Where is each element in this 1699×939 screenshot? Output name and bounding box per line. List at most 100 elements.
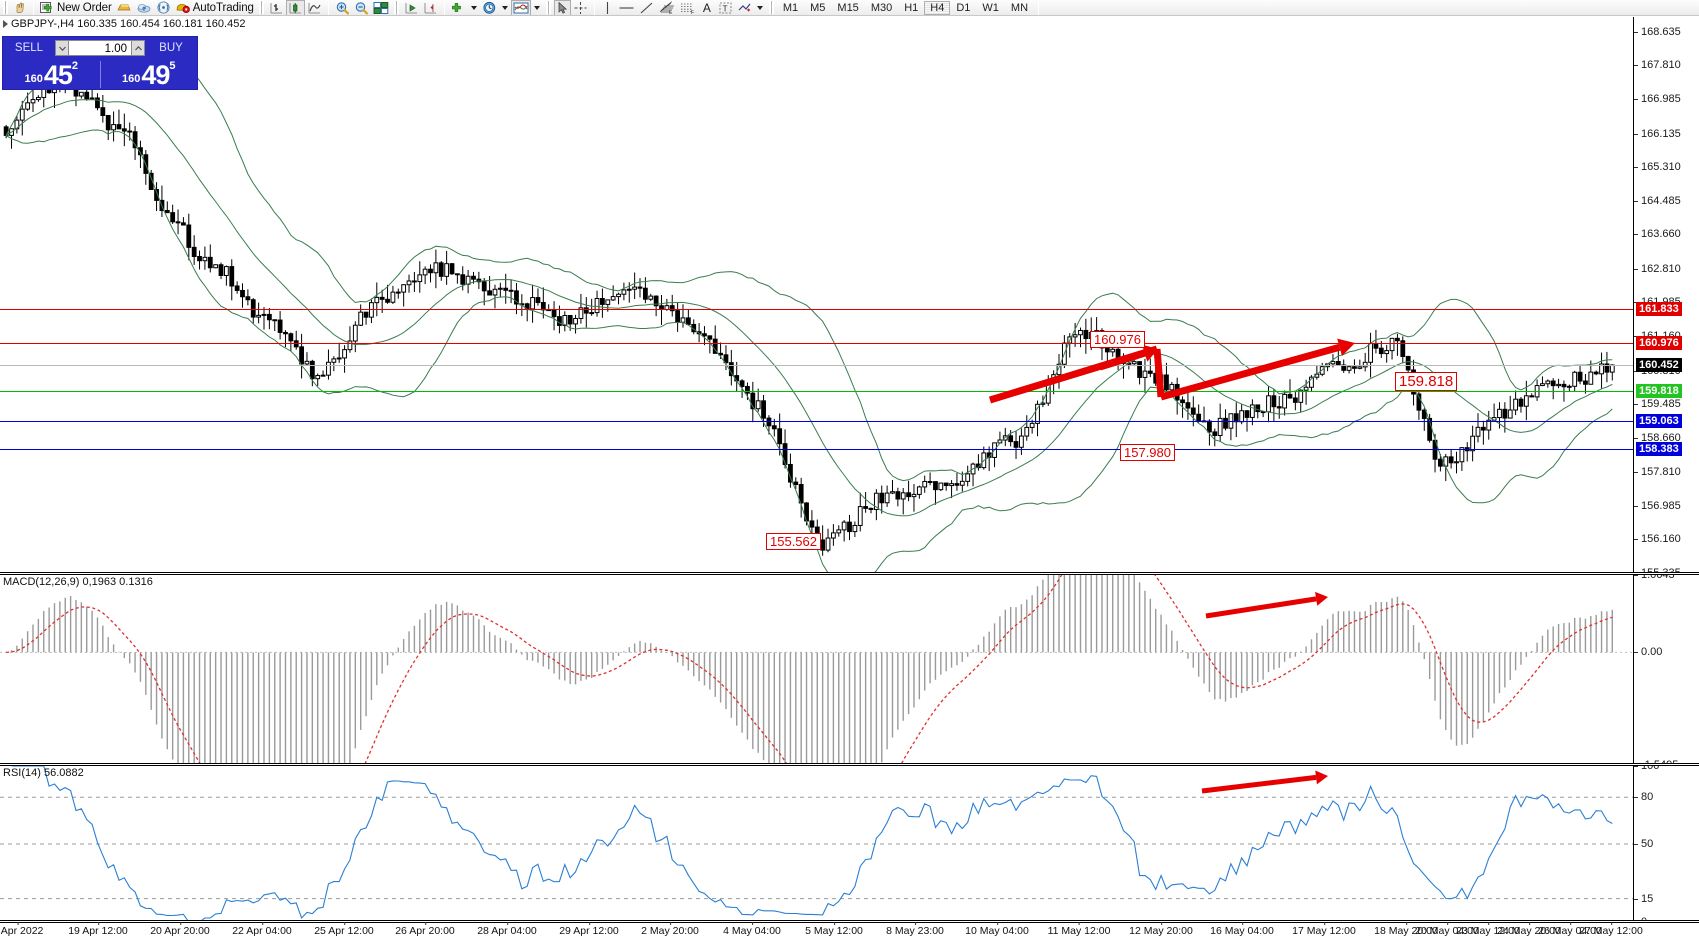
- date-axis-tick: 11 May 12:00: [1047, 922, 1111, 937]
- one-click-trading-panel[interactable]: SELL 1.00 BUY 160 45 2 160 49: [2, 36, 198, 90]
- autotrading-button[interactable]: AutoTrading: [173, 0, 256, 15]
- label-icon[interactable]: T: [716, 0, 735, 15]
- timeframe-m5[interactable]: M5: [810, 1, 826, 14]
- price-level-line[interactable]: [0, 364, 1633, 366]
- timeframe-m30[interactable]: M30: [870, 1, 893, 14]
- toolbar-grip[interactable]: [3, 1, 8, 14]
- hand-icon[interactable]: [11, 0, 29, 15]
- chevron-down-icon[interactable]: [470, 5, 477, 10]
- price-level-line[interactable]: [0, 390, 1633, 392]
- cloud-icon[interactable]: [134, 0, 154, 15]
- timeframe-w1[interactable]: W1: [982, 1, 999, 14]
- chevron-down-icon-4[interactable]: [756, 5, 763, 10]
- timeframe-mn[interactable]: MN: [1010, 1, 1029, 14]
- svg-text:F: F: [691, 10, 694, 15]
- price-level-badge[interactable]: 159.818: [1636, 383, 1682, 398]
- chart-title: GBPJPY-,H4 160.335 160.454 160.181 160.4…: [3, 18, 245, 30]
- price-level-badge[interactable]: 160.976: [1636, 336, 1682, 351]
- trendline-icon[interactable]: [637, 0, 656, 15]
- macd-pane[interactable]: MACD(12,26,9) 0,1963 0.1316 1.0643 0.00 -1…: [0, 574, 1699, 764]
- price-axis[interactable]: 168.635 167.810 166.985 166.135 165.310 164.4…: [1633, 17, 1699, 572]
- price-level-line[interactable]: [0, 421, 1633, 423]
- date-axis-tick: 29 Apr 12:00: [559, 922, 619, 937]
- indicators-icon[interactable]: [449, 0, 468, 15]
- text-icon[interactable]: A: [702, 0, 711, 15]
- price-level-badge[interactable]: 161.833: [1636, 301, 1682, 316]
- auto-scroll-icon[interactable]: [402, 0, 421, 15]
- sell-price[interactable]: 160 45 2: [3, 59, 100, 90]
- rsi-plot[interactable]: RSI(14) 56.0882: [0, 766, 1633, 920]
- macd-arrow-annotation: [1205, 591, 1328, 619]
- objects-icon[interactable]: [735, 0, 754, 15]
- macd-plot[interactable]: MACD(12,26,9) 0,1963 0.1316: [0, 575, 1633, 763]
- new-order-button[interactable]: New Order: [38, 0, 114, 15]
- price-axis-tick: 166.135: [1634, 128, 1681, 140]
- date-axis-tick: 8 May 23:00: [886, 922, 944, 937]
- signal-icon[interactable]: [154, 0, 173, 15]
- toolbar-grip-4[interactable]: [545, 1, 551, 14]
- price-arrow-annotations: [988, 338, 1355, 404]
- fibonacci-icon[interactable]: E: [656, 0, 677, 15]
- price-annotation[interactable]: 155.562: [766, 533, 821, 550]
- rsi-pane[interactable]: RSI(14) 56.0882 100 80 50 15 0: [0, 765, 1699, 921]
- crosshair-icon[interactable]: [571, 0, 590, 15]
- price-level-badge[interactable]: 160.452: [1636, 357, 1682, 372]
- price-pane[interactable]: GBPJPY-,H4 160.335 160.454 160.181 160.4…: [0, 17, 1699, 573]
- volume-increase-button[interactable]: [131, 40, 145, 56]
- date-axis-tick: 4 May 04:00: [723, 922, 781, 937]
- price-axis-tick: 163.660: [1634, 228, 1681, 240]
- price-annotation[interactable]: 160.976: [1090, 331, 1145, 348]
- main-toolbar[interactable]: New Order AutoTrading: [0, 0, 1699, 16]
- price-level-badge[interactable]: 159.063: [1636, 414, 1682, 429]
- bar-chart-icon[interactable]: [267, 0, 286, 15]
- price-annotation[interactable]: 157.980: [1120, 444, 1175, 461]
- volume-decrease-button[interactable]: [55, 40, 69, 56]
- price-level-line[interactable]: [0, 343, 1633, 345]
- new-order-label: New Order: [57, 1, 112, 14]
- fibo-f-icon[interactable]: F: [677, 0, 698, 15]
- templates-icon[interactable]: [510, 0, 531, 15]
- sell-price-main: 45: [43, 60, 73, 90]
- price-level-line[interactable]: [0, 448, 1633, 450]
- period-clock-icon[interactable]: [480, 0, 499, 15]
- toolbar-grip-2[interactable]: [258, 1, 264, 14]
- price-annotation[interactable]: 159.818: [1395, 372, 1458, 391]
- timeframe-group[interactable]: M1 M5 M15 M30 H1 H4 D1 W1 MN: [777, 0, 1034, 15]
- collapse-triangle-icon[interactable]: [3, 20, 8, 29]
- zoom-out-icon[interactable]: [352, 0, 371, 15]
- separator-5: [1038, 0, 1040, 15]
- price-axis-tick: 164.485: [1634, 195, 1681, 207]
- chart-area[interactable]: GBPJPY-,H4 160.335 160.454 160.181 160.4…: [0, 17, 1699, 939]
- sell-label[interactable]: SELL: [14, 42, 44, 54]
- candlestick-icon[interactable]: [285, 0, 305, 15]
- chart-shift-icon[interactable]: [421, 0, 440, 15]
- macd-axis[interactable]: 1.0643 0.00 -1.5495: [1633, 575, 1699, 763]
- buy-price[interactable]: 160 49 5: [101, 59, 198, 90]
- timeframe-m15[interactable]: M15: [837, 1, 859, 14]
- sell-price-prefix: 160: [24, 73, 43, 85]
- volume-input[interactable]: 1.00: [69, 40, 131, 56]
- chevron-down-icon-2[interactable]: [501, 5, 508, 10]
- date-axis[interactable]: 8 Apr 2022 19 Apr 12:00 20 Apr 20:00 22 Apr…: [0, 922, 1699, 939]
- zoom-in-icon[interactable]: [333, 0, 352, 15]
- cursor-icon[interactable]: [553, 0, 571, 15]
- toolbar-grip-3[interactable]: [393, 1, 399, 14]
- buy-label[interactable]: BUY: [159, 42, 183, 54]
- rsi-axis[interactable]: 100 80 50 15 0: [1633, 766, 1699, 920]
- timeframe-d1[interactable]: D1: [956, 1, 971, 14]
- timeframe-h4[interactable]: H4: [924, 0, 951, 15]
- chevron-down-icon-3[interactable]: [533, 5, 540, 10]
- timeframe-h1[interactable]: H1: [904, 1, 919, 14]
- price-plot[interactable]: GBPJPY-,H4 160.335 160.454 160.181 160.4…: [0, 17, 1633, 572]
- date-axis-tick: 22 Apr 04:00: [232, 922, 292, 937]
- vertical-line-icon[interactable]: [599, 0, 616, 15]
- timeframe-m1[interactable]: M1: [782, 1, 799, 14]
- price-level-badge[interactable]: 158.383: [1636, 441, 1682, 456]
- toolbar-grip-5[interactable]: [768, 1, 774, 14]
- line-chart-icon[interactable]: [305, 0, 324, 15]
- horizontal-line-icon[interactable]: [616, 0, 637, 15]
- price-level-line[interactable]: [0, 308, 1633, 310]
- tile-windows-icon[interactable]: [371, 0, 391, 15]
- rsi-axis-tick: 80: [1634, 791, 1653, 803]
- gold-bar-icon[interactable]: [114, 0, 134, 15]
